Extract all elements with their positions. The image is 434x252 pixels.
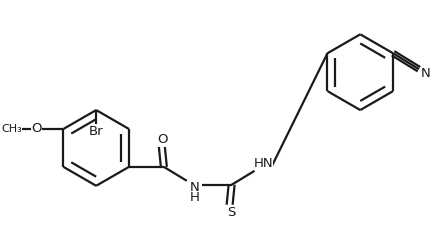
Text: S: S [227, 206, 236, 219]
Text: O: O [31, 122, 42, 136]
Text: Br: Br [89, 125, 103, 139]
Text: CH₃: CH₃ [1, 124, 22, 134]
Text: HN: HN [254, 157, 273, 170]
Text: N: N [190, 181, 200, 194]
Text: H: H [190, 191, 200, 204]
Text: N: N [421, 67, 431, 80]
Text: O: O [158, 134, 168, 146]
